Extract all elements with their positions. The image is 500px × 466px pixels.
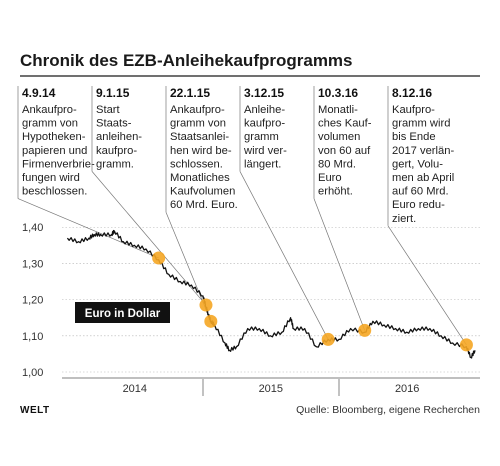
event-text: wird ver- [243,145,287,157]
y-tick-label: 1,40 [22,222,43,234]
event-text: ziert. [392,213,416,225]
event-text: gramm wird [392,118,450,130]
event-text: anleihen- [96,131,142,143]
event-marker [199,298,213,312]
event-leader [17,198,159,259]
event-text: kaufpro- [96,145,137,157]
event-text: auf 60 Mrd. [392,186,449,198]
event-text: Ankaufpro- [22,104,77,116]
event-date: 9.1.15 [96,86,130,100]
event-text: Euro [318,172,342,184]
y-tick-label: 1,30 [22,258,43,270]
event-date: 8.12.16 [392,86,432,100]
legend-label: Euro in Dollar [85,308,161,320]
series-line-eur-usd [66,229,476,359]
event-text: gramm von [170,118,226,130]
event-text: 60 Mrd. Euro. [170,199,238,211]
legend: Euro in Dollar [75,302,170,323]
y-tick-label: 1,10 [22,331,43,343]
event-marker [152,251,166,265]
event-text: Monatliches [170,172,230,184]
event-text: gramm. [96,158,134,170]
event-date: 22.1.15 [170,86,210,100]
event-text: kaufpro- [244,118,285,130]
event-text: von 60 auf [318,145,371,157]
legend-box [75,302,170,323]
event-text: Staatsanlei- [170,131,229,143]
event-text: Staats- [96,118,132,130]
event-text: Kaufpro- [392,104,435,116]
event-text: Kaufvolumen [170,186,235,198]
event-marker [358,323,372,337]
event-text: 80 Mrd. [318,158,356,170]
x-tick-label: 2014 [123,383,147,395]
event-markers [152,251,473,352]
welt-logo: WELT [20,405,50,416]
event-date: 4.9.14 [22,86,56,100]
event-text: gramm [244,131,279,143]
event-text: erhöht. [318,186,353,198]
event-marker [204,314,218,328]
event-text: Anleihe- [244,104,285,116]
event-text: 2017 verlän- [392,145,454,157]
source-note: Quelle: Bloomberg, eigene Recherchen [296,404,480,416]
event-text: papieren und [22,145,87,157]
event-text: volumen [318,131,360,143]
grid [62,226,480,373]
event-text: beschlossen. [22,186,87,198]
event-marker [459,338,473,352]
y-tick-label: 1,00 [22,367,43,379]
event-text: fungen wird [22,172,80,184]
event-leader [387,225,467,346]
event-text: Firmenverbrie- [22,158,95,170]
event-text: hen wird be- [170,145,232,157]
x-axis: 2014 2015 2016 [62,377,480,396]
event-text: Start [96,104,121,116]
event-text: Hypotheken- [22,131,86,143]
event-leader [313,198,366,331]
y-tick-label: 1,20 [22,295,43,307]
event-marker [321,332,335,346]
event-text: Monatli- [318,104,358,116]
event-text: men ab April [392,172,454,184]
event-date: 10.3.16 [318,86,358,100]
event-text: ches Kauf- [318,118,372,130]
event-text: gert, Volu- [392,158,443,170]
event-text: schlossen. [170,158,223,170]
event-text: bis Ende [392,131,436,143]
x-tick-label: 2016 [395,383,419,395]
y-axis: 1,40 1,30 1,20 1,10 1,00 [22,222,43,379]
chart-title: Chronik des EZB-Anleihekaufprogramms [20,51,353,70]
event-text: Ankaufpro- [170,104,225,116]
event-text: Euro redu- [392,199,445,211]
event-text: längert. [244,158,281,170]
x-tick-label: 2015 [259,383,283,395]
event-leader [239,171,329,340]
event-text: gramm von [22,118,78,130]
event-date: 3.12.15 [244,86,284,100]
